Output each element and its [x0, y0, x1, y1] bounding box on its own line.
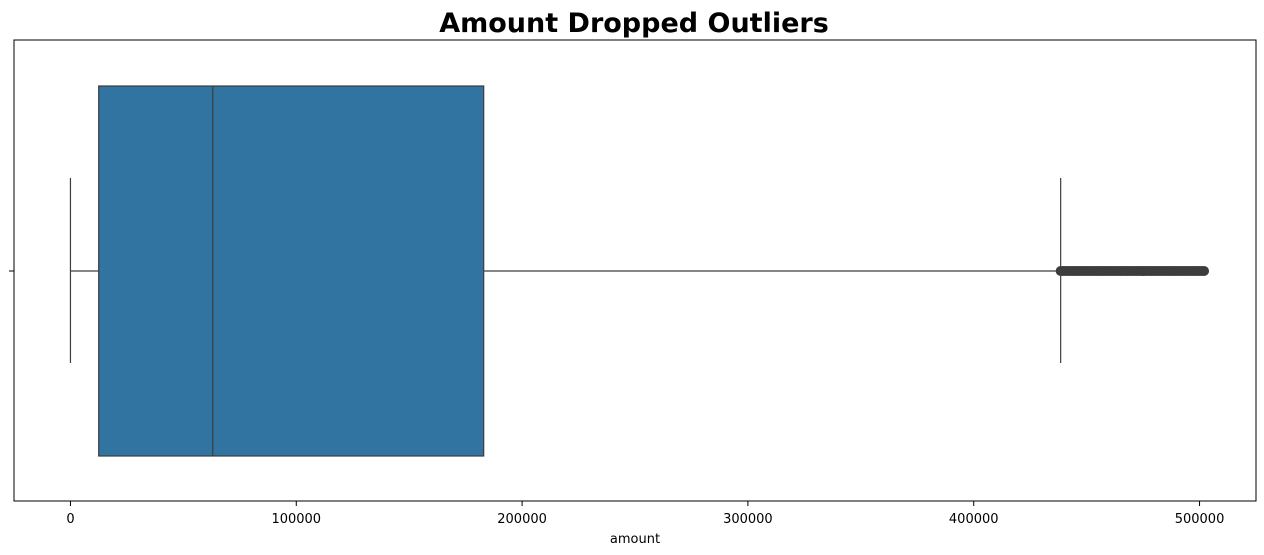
- x-tick-label: 200000: [497, 512, 547, 527]
- chart-title: Amount Dropped Outliers: [439, 8, 829, 39]
- outlier-point: [1199, 266, 1210, 276]
- x-axis-label: amount: [610, 532, 660, 547]
- x-tick-label: 100000: [271, 512, 321, 527]
- x-tick-label: 400000: [949, 512, 999, 527]
- x-tick-label: 300000: [723, 512, 773, 527]
- interquartile-box: [98, 85, 485, 457]
- x-tick-label: 0: [66, 512, 74, 527]
- x-tick-label: 500000: [1175, 512, 1225, 527]
